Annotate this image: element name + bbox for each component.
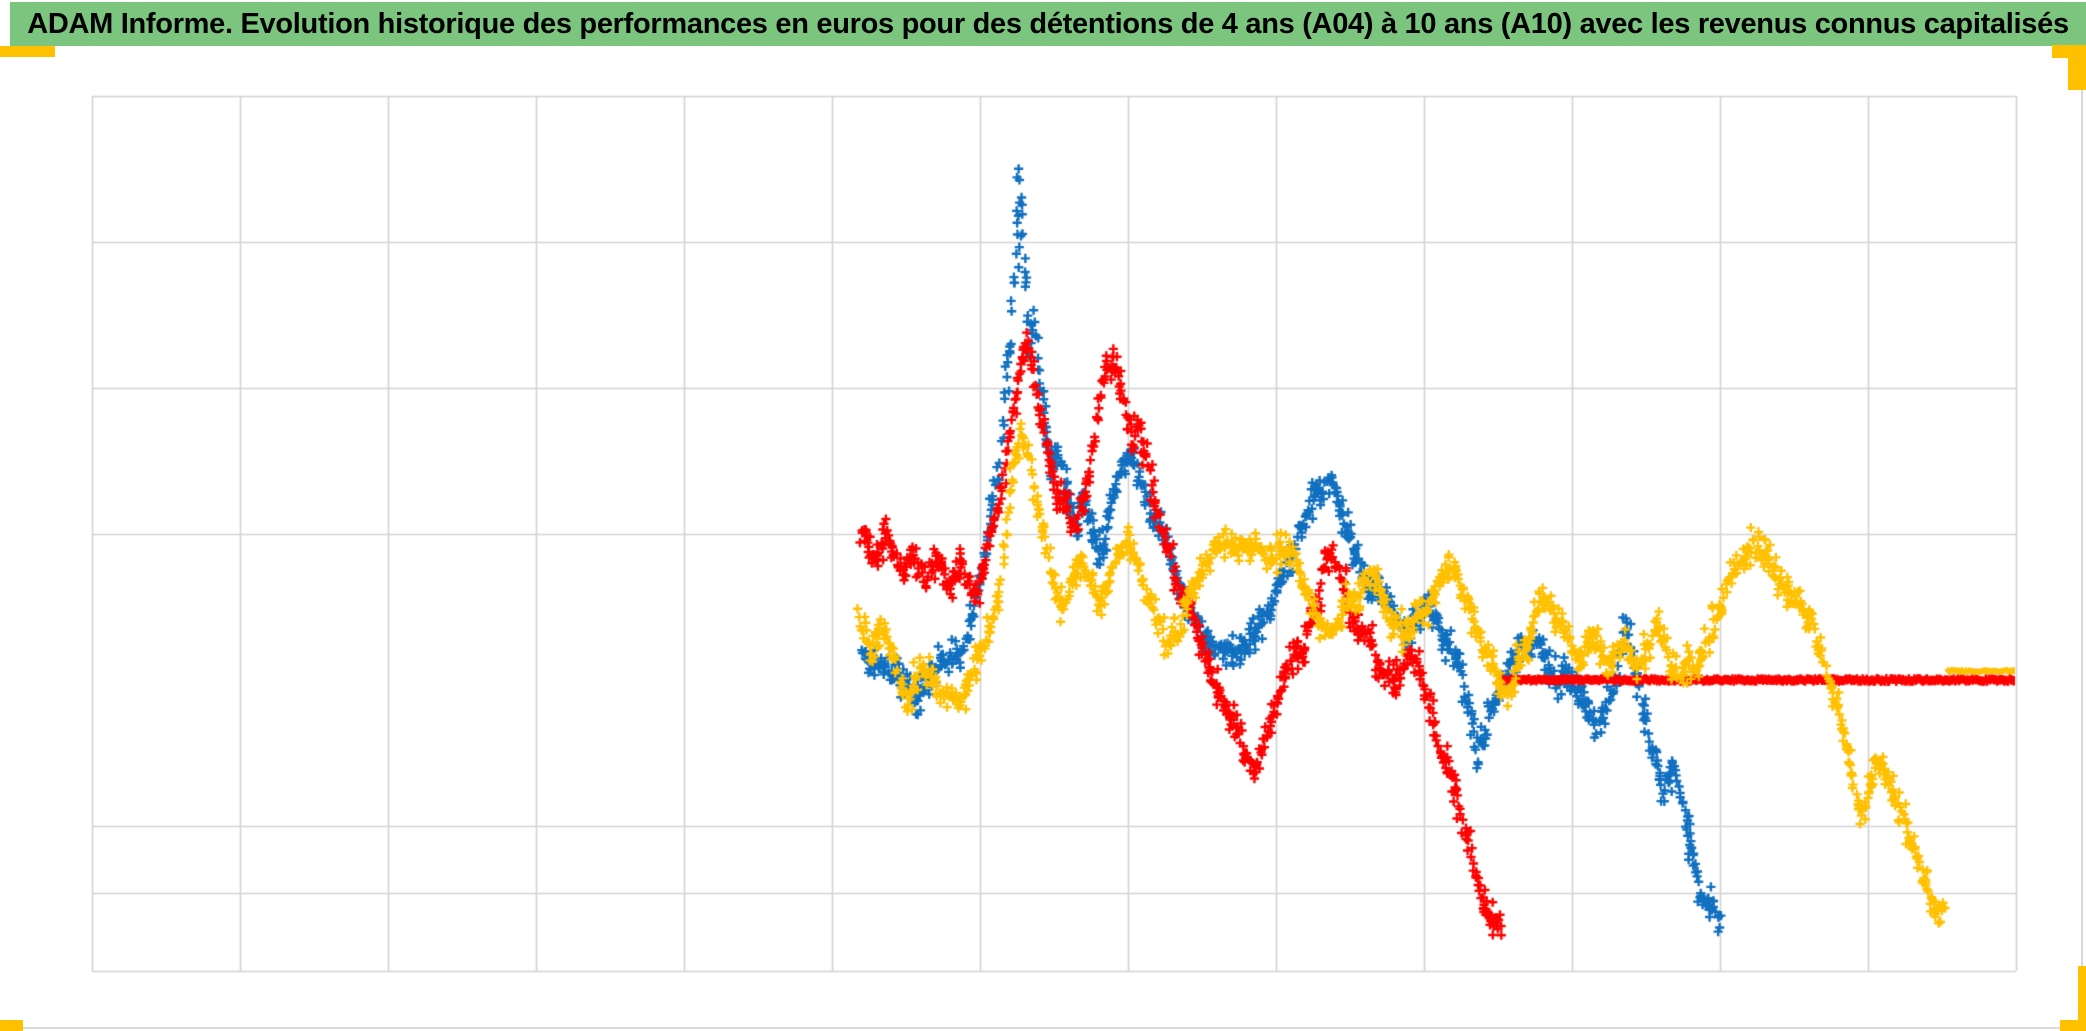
chart-title-bar: ADAM Informe. Evolution historique des p…	[10, 2, 2086, 46]
chart-frame-right-border	[2081, 46, 2083, 1028]
selection-handle-top-left[interactable]	[0, 46, 55, 57]
chart-title: ADAM Informe. Evolution historique des p…	[27, 7, 2069, 40]
chart-frame-bottom-border	[8, 1027, 2082, 1029]
selection-handle-bottom-left[interactable]	[0, 1020, 23, 1031]
